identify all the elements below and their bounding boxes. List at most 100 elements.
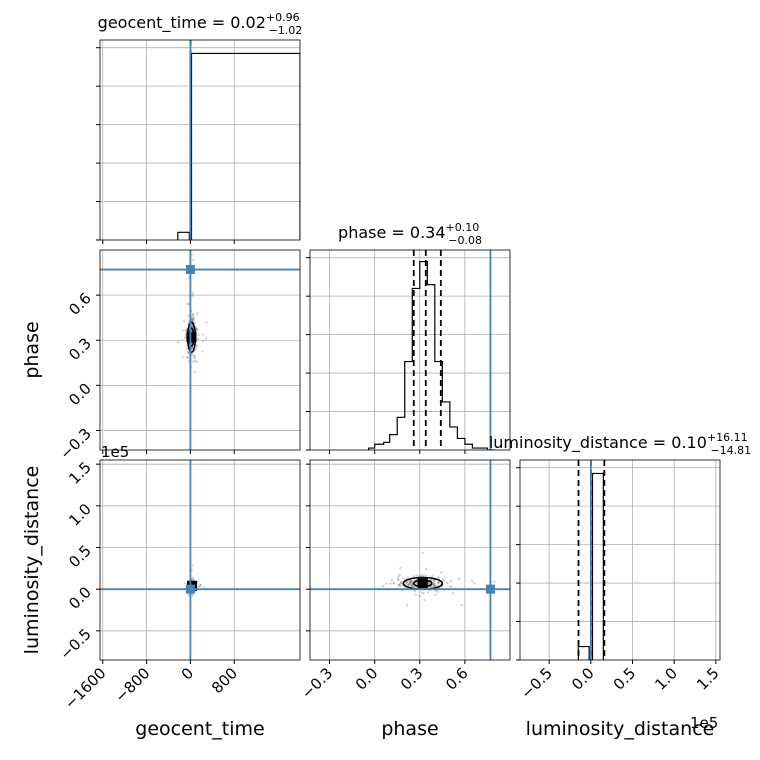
scatter-point [405, 581, 408, 584]
scatter-point [410, 584, 413, 588]
scatter-point [185, 347, 189, 351]
scatter-point [184, 582, 187, 585]
scatter-point [457, 577, 461, 581]
scatter-point [193, 355, 197, 358]
scatter-point [193, 357, 196, 360]
scatter-point [432, 582, 436, 586]
truth-marker [485, 584, 495, 594]
scatter-point [409, 580, 413, 584]
scatter-point [406, 584, 410, 587]
scatter-point [437, 582, 440, 585]
scatter-point [191, 316, 194, 319]
panel-content [368, 250, 495, 450]
title-lower-error: −0.08 [448, 234, 482, 247]
histogram-bars [577, 472, 604, 660]
scatter-point [202, 585, 206, 588]
scatter-point [493, 580, 496, 583]
scatter-point [187, 594, 190, 597]
scatter-point [185, 329, 188, 333]
scatter-point [448, 585, 452, 588]
scatter-point [414, 593, 418, 597]
scatter-point [191, 594, 194, 597]
scatter-point [436, 590, 439, 593]
x-tick-label: −0.5 [518, 664, 556, 702]
scatter-point [439, 571, 443, 574]
y-tick-label: 0.6 [65, 289, 95, 319]
scatter-point [191, 294, 194, 297]
scatter-point [196, 345, 199, 348]
scatter-point [198, 585, 201, 588]
scatter-point [392, 582, 396, 585]
panel-title: phase = 0.34+0.10 −0.08 [338, 221, 482, 247]
scatter-point [409, 580, 412, 583]
scatter-point [431, 575, 434, 578]
scatter-point [423, 598, 426, 602]
scatter-point [201, 350, 204, 353]
scatter-point [187, 314, 190, 317]
scatter-point [398, 584, 401, 587]
scatter-point [406, 576, 409, 579]
panel-title: geocent_time = 0.02+0.96 −1.02 [98, 11, 303, 37]
scatter-point [407, 583, 411, 586]
scatter-point [422, 574, 425, 577]
scatter-point [191, 576, 195, 579]
axes-frame [99, 459, 301, 661]
x-tick-label: 0.3 [397, 664, 427, 694]
scatter-point [190, 318, 194, 321]
scatter-point [192, 317, 195, 320]
scatter-point [399, 581, 403, 585]
y-tick-label: 0.0 [65, 379, 95, 409]
scatter-point [187, 352, 190, 355]
histogram-bars [177, 52, 300, 240]
scatter-point [433, 584, 436, 587]
scatter-point [437, 581, 440, 585]
x-tick-label: −1600 [61, 664, 110, 713]
scatter-point [191, 313, 195, 316]
axes-frame [99, 249, 301, 451]
panel-content [310, 460, 510, 660]
scatter-point [409, 579, 412, 582]
scatter-point [407, 582, 411, 585]
x-axis-label: luminosity_distance [526, 718, 715, 740]
scatter-point [195, 360, 199, 363]
scatter-point [412, 575, 416, 578]
panel-content [100, 250, 300, 450]
scatter-point [432, 584, 436, 587]
scatter-point [399, 582, 402, 585]
axes-frame [99, 39, 301, 241]
truth-marker [185, 584, 195, 594]
scatter-point [424, 567, 428, 571]
scatter-point [472, 582, 476, 585]
title-lower-error: −14.81 [710, 444, 751, 457]
scatter-point [191, 564, 194, 567]
scatter-point [193, 370, 197, 373]
scatter-point [433, 580, 436, 584]
scatter-point [192, 319, 195, 322]
x-tick-label: −800 [112, 664, 154, 706]
title-upper-error: +0.10 [446, 221, 480, 234]
scatter-point [419, 574, 423, 577]
scatter-point [397, 583, 401, 586]
scatter-point [402, 577, 405, 581]
x-tick-label: 0.5 [610, 664, 640, 694]
scatter-point [434, 589, 437, 593]
scatter-point [204, 337, 208, 340]
scatter-point [442, 579, 446, 583]
scatter-point [410, 579, 413, 583]
scatter-point [399, 566, 402, 570]
title-main: geocent_time = 0.02 [98, 13, 266, 33]
scatter-point [191, 313, 195, 317]
panel-geocent_time-hist: geocent_time = 0.02+0.96 −1.02 [96, 11, 302, 244]
x-tick-label: −0.3 [298, 664, 336, 702]
scatter-point [409, 581, 412, 584]
scatter-point [415, 574, 419, 577]
scatter-point [438, 577, 441, 580]
scatter-point [420, 591, 424, 594]
scatter-point [433, 579, 436, 582]
scatter-point [421, 551, 424, 555]
scatter-point [410, 585, 414, 588]
title-upper-error: +0.96 [266, 11, 300, 24]
y-tick-label: 0.0 [65, 583, 95, 613]
scatter-point [422, 592, 425, 595]
